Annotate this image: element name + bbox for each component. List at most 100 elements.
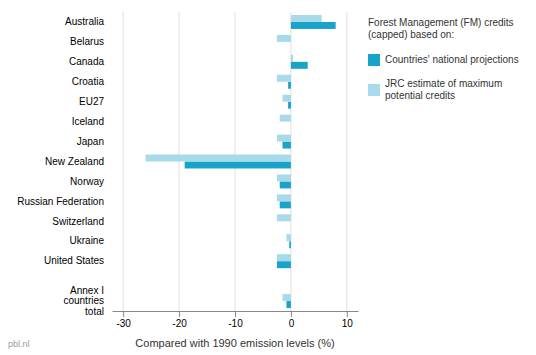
text-line: New Zealand [45, 156, 104, 167]
text-line: United States [44, 255, 104, 266]
y-tick: Canada [69, 56, 112, 67]
bar [290, 281, 291, 288]
bar [290, 42, 291, 49]
y-tick-label: United States [44, 255, 104, 266]
legend-title: Forest Management (FM) credits(capped) b… [368, 17, 514, 40]
text-line: Switzerland [52, 216, 104, 227]
x-tick-mark [179, 311, 180, 317]
y-tick: Annex Icountriestotal [63, 285, 112, 317]
text-line: (capped) based on: [368, 29, 454, 40]
bar [289, 241, 291, 248]
bar [291, 62, 308, 69]
x-tick-mark [347, 311, 348, 317]
text-line: EU27 [79, 96, 104, 107]
y-tick-label: Russian Federation [17, 196, 104, 207]
bars [146, 15, 336, 308]
y-tick: Norway [70, 176, 112, 187]
y-tick: Iceland [72, 116, 112, 127]
bar [146, 155, 291, 162]
y-tick-label: Annex Icountriestotal [63, 285, 104, 317]
y-tick-label: Belarus [70, 36, 104, 47]
bar [283, 95, 291, 102]
text-line: Belarus [70, 36, 104, 47]
bar [286, 301, 290, 308]
bar [291, 55, 293, 62]
y-tick: New Zealand [45, 156, 112, 167]
y-tick-label: Norway [70, 176, 104, 187]
text-line: JRC estimate of maximum [385, 78, 502, 89]
text-line: Countries' national projections [385, 54, 519, 65]
bar [277, 75, 291, 82]
y-tick: Switzerland [52, 216, 112, 227]
text-line: countries [63, 295, 104, 306]
x-axis: -30 -20 -10 0 10 [113, 311, 359, 329]
bar [277, 261, 291, 268]
y-tick-label: Croatia [72, 76, 105, 87]
text-line: Forest Management (FM) credits [368, 17, 514, 28]
bar [283, 142, 291, 149]
text-line: Norway [70, 176, 104, 187]
x-axis-title: Compared with 1990 emission levels (%) [135, 337, 334, 349]
bar [277, 35, 291, 42]
x-tick: -20 [172, 311, 187, 329]
x-tick-mark [123, 311, 124, 317]
bar [277, 174, 291, 181]
text-line: Ukraine [70, 235, 105, 246]
y-tick: Australia [65, 16, 112, 27]
x-tick: 0 [289, 311, 295, 329]
y-tick: Croatia [72, 76, 112, 87]
y-tick: Ukraine [70, 235, 112, 246]
x-tick-mark [235, 311, 236, 317]
bar [283, 294, 291, 301]
bar [290, 221, 291, 228]
bar [290, 122, 291, 129]
x-tick-label: 0 [289, 318, 295, 329]
x-tick-label: -20 [172, 318, 187, 329]
x-tick-mark [291, 311, 292, 317]
y-tick: Belarus [70, 36, 112, 47]
x-tick-label: 10 [342, 318, 354, 329]
y-axis: Australia Belarus Canada Croatia EU27 Iceland… [17, 16, 112, 317]
y-tick-label: Japan [77, 136, 104, 147]
bar [280, 201, 291, 208]
text-line: Australia [65, 16, 104, 27]
y-tick-label: New Zealand [45, 156, 104, 167]
bar [288, 102, 291, 109]
y-tick-label: EU27 [79, 96, 104, 107]
legend-swatch [368, 84, 380, 96]
bar [290, 274, 291, 281]
text-line: Canada [69, 56, 104, 67]
bar [291, 22, 336, 29]
bar [291, 15, 322, 22]
text-line: Russian Federation [17, 196, 104, 207]
text-line: Annex I [70, 285, 104, 296]
bar [277, 135, 291, 142]
y-tick-label: Canada [69, 56, 104, 67]
legend-label: Countries' national projections [385, 54, 519, 65]
series [185, 22, 336, 308]
legend: Forest Management (FM) credits(capped) b… [368, 17, 519, 101]
x-tick: -10 [228, 311, 243, 329]
y-tick-label: Australia [65, 16, 104, 27]
y-tick: Japan [77, 136, 112, 147]
y-tick-label: Ukraine [70, 235, 105, 246]
plot: -30 -20 -10 0 10 Australia Belarus Canada Croati… [17, 12, 358, 329]
x-tick-label: -30 [116, 318, 131, 329]
grid-line [346, 12, 347, 311]
grid [123, 12, 347, 311]
bar [280, 115, 291, 122]
x-tick: 10 [342, 311, 354, 329]
y-tick: Russian Federation [17, 196, 112, 207]
y-tick-label: Switzerland [52, 216, 104, 227]
grid-line [123, 12, 124, 311]
bar [185, 162, 291, 169]
bar [280, 181, 291, 188]
bar [277, 194, 291, 201]
text-line: Japan [77, 136, 104, 147]
x-tick-label: -10 [228, 318, 243, 329]
bar [277, 214, 291, 221]
bar [277, 254, 291, 261]
legend-label: JRC estimate of maximumpotential credits [385, 78, 502, 101]
text-line: potential credits [385, 90, 455, 101]
annotation: pbl.nl [8, 339, 30, 349]
